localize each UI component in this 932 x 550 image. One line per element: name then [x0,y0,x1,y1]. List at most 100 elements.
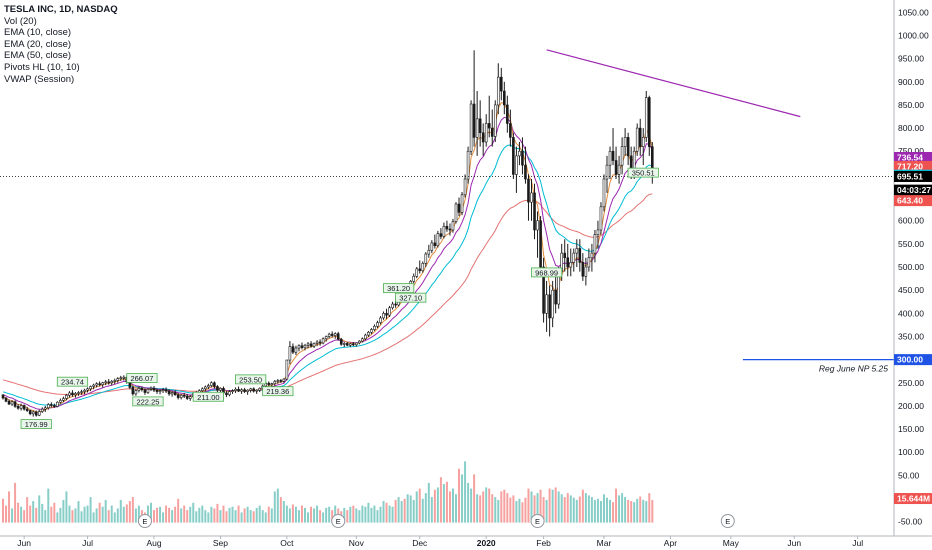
candle-body[interactable] [110,381,114,384]
candle-body[interactable] [98,383,101,385]
earnings-marker[interactable] [137,514,152,528]
candle-body[interactable] [364,334,367,340]
candle-body[interactable] [225,392,228,396]
candle-body[interactable] [207,385,210,388]
candle-body[interactable] [430,242,434,251]
candle-body[interactable] [188,396,192,399]
candle-body[interactable] [454,203,458,222]
candle-body[interactable] [80,391,83,393]
candle-body[interactable] [216,386,219,391]
candle-body[interactable] [53,405,56,407]
candle-body[interactable] [40,408,44,412]
earnings-marker[interactable] [720,514,735,528]
candle-body[interactable] [593,234,597,254]
candle-body[interactable] [167,390,171,395]
candle-body[interactable] [478,118,482,134]
candle-body[interactable] [291,346,295,353]
candle-body[interactable] [412,275,416,282]
legend-vwap[interactable]: VWAP (Session) [4,73,75,85]
candle-body[interactable] [213,382,216,387]
candlesticks[interactable] [1,50,654,417]
candle-body[interactable] [246,389,249,392]
candle-body[interactable] [170,392,174,395]
candle-body[interactable] [303,344,307,348]
candle-body[interactable] [16,406,20,409]
candle-body[interactable] [418,268,422,272]
candle-body[interactable] [46,404,50,409]
candle-body[interactable] [515,155,518,175]
candle-body[interactable] [92,384,95,387]
candle-body[interactable] [185,395,189,399]
candle-body[interactable] [240,389,243,392]
candle-body[interactable] [433,242,437,247]
candle-body[interactable] [43,407,47,410]
symbol-title[interactable]: TESLA INC, 1D, NASDAQ [4,4,118,15]
candle-body[interactable] [490,127,494,137]
candle-body[interactable] [626,137,630,157]
candle-body[interactable] [83,389,86,392]
candle-body[interactable] [122,376,126,379]
candle-body[interactable] [376,322,379,327]
candle-body[interactable] [457,203,461,213]
candle-body[interactable] [370,329,373,333]
candle-body[interactable] [509,123,512,138]
candle-body[interactable] [463,178,467,196]
candle-body[interactable] [487,123,491,129]
candle-body[interactable] [584,266,588,277]
candle-body[interactable] [77,392,80,394]
candle-body[interactable] [536,220,539,231]
candle-body[interactable] [391,303,394,309]
legend-pivots[interactable]: Pivots HL (10, 10) [4,61,80,73]
price-axis[interactable]: 1050.00 1000.00 950.00 900.00 850.00 800.00 75… [893,0,929,536]
candle-body[interactable] [1,394,5,399]
candle-body[interactable] [358,340,361,344]
candle-body[interactable] [439,233,443,237]
candle-body[interactable] [545,294,548,314]
candle-body[interactable] [445,225,449,230]
candle-body[interactable] [59,400,62,403]
candle-body[interactable] [143,389,147,393]
candle-body[interactable] [527,178,530,203]
candle-body[interactable] [496,76,500,106]
candle-body[interactable] [481,132,485,143]
candle-body[interactable] [86,388,89,391]
candle-body[interactable] [279,380,283,382]
candle-body[interactable] [25,408,29,411]
candle-body[interactable] [539,220,542,268]
candle-body[interactable] [379,317,382,323]
candle-body[interactable] [623,137,627,147]
candle-body[interactable] [551,289,554,319]
earnings-marker[interactable] [530,514,545,528]
candle-body[interactable] [179,394,183,398]
candle-body[interactable] [22,405,26,410]
candle-body[interactable] [336,333,340,340]
candle-body[interactable] [131,387,135,395]
candle-body[interactable] [13,401,17,407]
candle-body[interactable] [228,391,231,396]
candle-body[interactable] [596,229,600,235]
candle-body[interactable] [424,253,428,264]
candle-body[interactable] [572,252,576,263]
candle-body[interactable] [599,206,603,231]
candle-body[interactable] [297,345,301,349]
candle-body[interactable] [327,333,331,337]
candle-body[interactable] [113,380,117,382]
candle-body[interactable] [575,248,579,254]
candle-body[interactable] [611,150,615,161]
candle-body[interactable] [158,390,162,392]
candle-body[interactable] [294,347,298,353]
candle-body[interactable] [342,343,346,345]
candle-body[interactable] [4,397,8,402]
candle-body[interactable] [448,228,452,231]
candle-body[interactable] [475,118,479,138]
candle-body[interactable] [243,389,246,392]
legend-ema-20[interactable]: EMA (20, close) [4,38,72,50]
candle-body[interactable] [521,150,524,166]
legend-volume[interactable]: Vol (20) [4,15,37,27]
candle-body[interactable] [306,343,310,346]
candle-body[interactable] [107,381,110,384]
candle-body[interactable] [348,343,352,346]
candle-body[interactable] [321,338,325,344]
candle-body[interactable] [258,388,262,391]
